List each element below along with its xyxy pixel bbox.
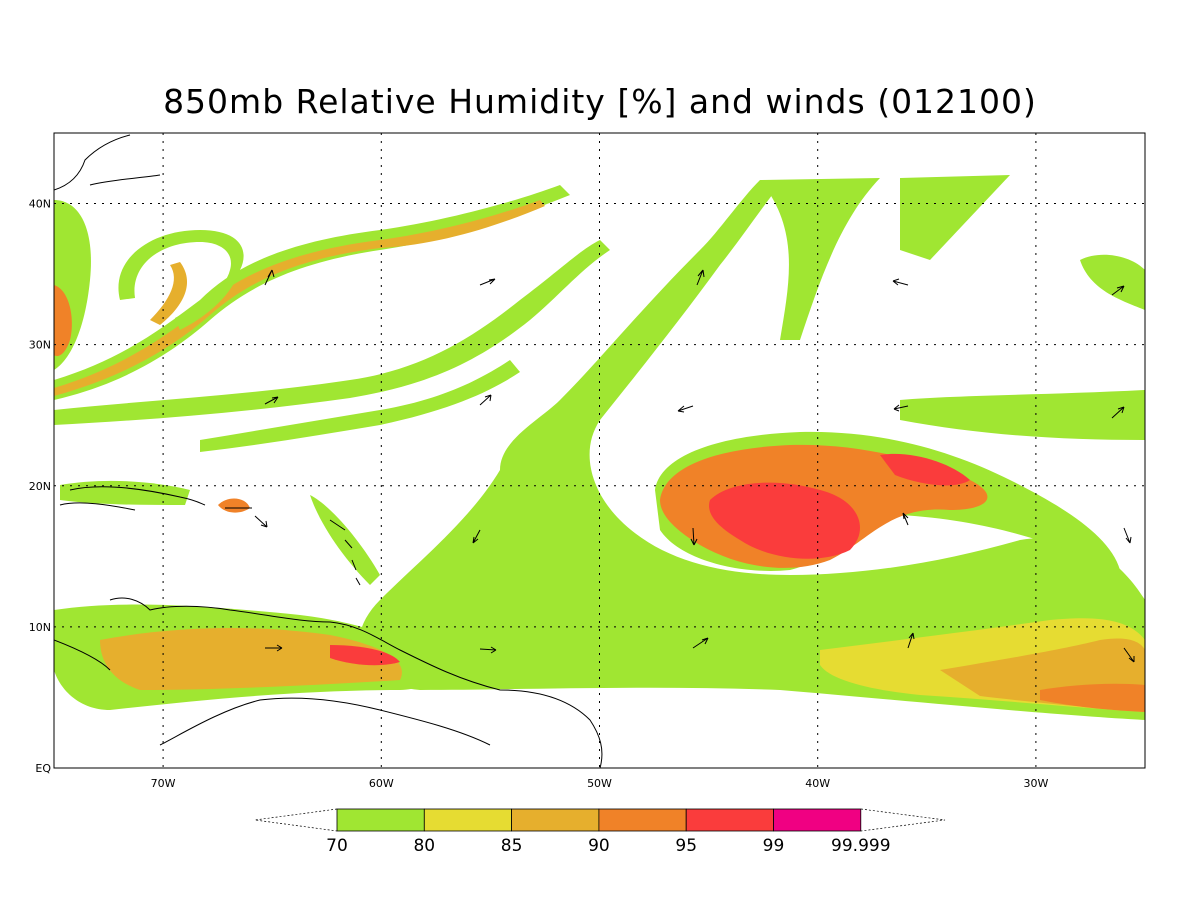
humidity-region <box>218 498 250 513</box>
colorbar-label: 99 <box>763 836 785 856</box>
humidity-region <box>118 230 244 330</box>
humidity-region <box>330 645 400 666</box>
longitude-tick-label: 70W <box>151 777 176 790</box>
humidity-region <box>54 285 72 357</box>
map-title: 850mb Relative Humidity [%] and winds (0… <box>163 82 1037 121</box>
longitude-tick-label: 40W <box>805 777 830 790</box>
humidity-region <box>900 175 1010 260</box>
humidity-region <box>150 262 188 325</box>
latitude-labels: EQ 10N 20N 30N 40N <box>29 198 52 775</box>
humidity-region <box>760 178 880 340</box>
latitude-tick-label: 30N <box>29 339 51 352</box>
colorbar-swatch <box>511 808 600 832</box>
humidity-region <box>54 200 545 396</box>
gridlines <box>54 133 1145 768</box>
colorbar-label: 90 <box>588 836 610 856</box>
latitude-tick-label: EQ <box>35 762 51 775</box>
colorbar-swatch <box>598 808 687 832</box>
humidity-region <box>200 360 520 452</box>
colorbar-label: 95 <box>675 836 697 856</box>
colorbar-label: 85 <box>501 836 523 856</box>
colorbar-swatch <box>423 808 512 832</box>
humidity-fields <box>54 175 1145 720</box>
colorbar: 70 80 85 90 95 99 99.999 <box>254 808 946 856</box>
wind-vectors <box>254 269 1135 663</box>
colorbar-left-extension <box>254 808 338 832</box>
humidity-region <box>54 240 610 425</box>
colorbar-swatch <box>773 808 862 832</box>
humidity-region <box>359 180 1145 720</box>
latitude-tick-label: 10N <box>29 621 51 634</box>
colorbar-right-extension <box>860 808 946 832</box>
plot-frame <box>53 132 1146 769</box>
humidity-region <box>1080 254 1145 310</box>
colorbar-swatch <box>336 808 425 832</box>
humidity-region <box>100 628 402 690</box>
colorbar-label: 70 <box>326 836 348 856</box>
humidity-region <box>60 480 190 505</box>
humidity-region <box>709 482 860 559</box>
longitude-tick-label: 50W <box>587 777 612 790</box>
longitude-tick-label: 60W <box>369 777 394 790</box>
humidity-region <box>900 390 1145 440</box>
coastlines <box>54 134 603 768</box>
colorbar-swatch <box>685 808 774 832</box>
latitude-tick-label: 40N <box>29 198 51 211</box>
latitude-tick-label: 20N <box>29 480 51 493</box>
colorbar-label: 80 <box>413 836 435 856</box>
colorbar-label: 99.999 <box>831 836 890 856</box>
longitude-labels: 70W 60W 50W 40W 30W <box>151 777 1049 790</box>
longitude-tick-label: 30W <box>1023 777 1048 790</box>
humidity-region <box>880 453 970 486</box>
humidity-region <box>1040 683 1145 712</box>
